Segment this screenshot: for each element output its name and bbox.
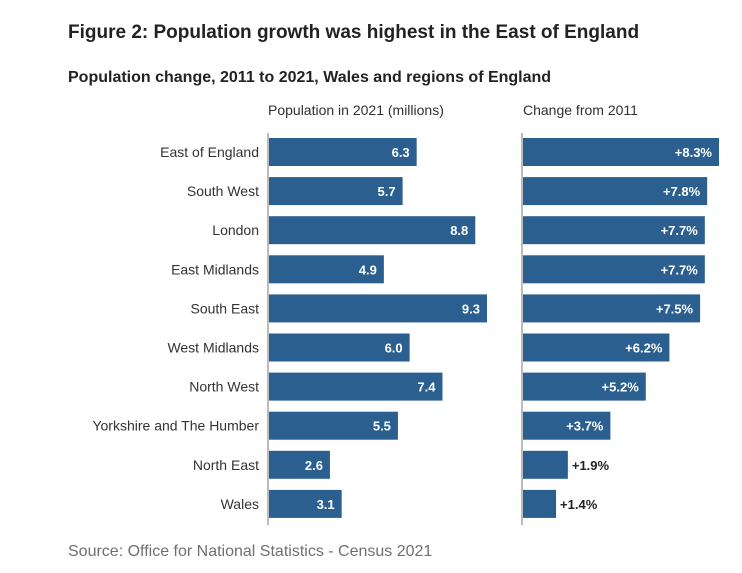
category-label: Yorkshire and The Humber [92,418,259,434]
change-value-label: +3.7% [566,419,604,434]
category-label: South East [191,300,260,316]
population-bar [269,489,342,518]
population-value-label: 3.1 [317,497,335,512]
category-label: North West [189,379,259,395]
population-bar [269,411,398,440]
category-label: Wales [221,496,259,512]
change-bar [523,177,708,206]
change-bar [523,333,670,362]
change-value-label: +7.7% [661,223,699,238]
change-bar [523,489,557,518]
change-bar [523,294,701,323]
population-bar [269,333,410,362]
population-bar [269,450,330,479]
change-value-label: +5.2% [602,380,640,395]
population-bar [269,255,384,284]
population-value-label: 6.3 [392,145,410,160]
population-value-label: 4.9 [359,262,377,277]
population-bar [269,294,487,323]
change-value-label: +7.5% [656,301,694,316]
population-bar [269,372,443,401]
figure-title: Figure 2: Population growth was highest … [68,22,640,43]
category-label: West Midlands [167,340,259,356]
population-value-label: 6.0 [385,341,403,356]
change-value-label: +7.7% [661,262,699,277]
change-bar [523,372,646,401]
population-value-label: 2.6 [305,458,323,473]
category-label: East Midlands [171,261,259,277]
change-bar [523,138,719,166]
change-value-label: +6.2% [625,341,663,356]
change-value-label: +8.3% [675,145,713,160]
population-value-label: 5.7 [378,184,396,199]
change-bar [523,450,568,479]
population-value-label: 5.5 [373,419,391,434]
population-value-label: 7.4 [417,380,436,395]
change-bar [523,411,611,440]
change-value-label: +1.4% [560,497,598,512]
category-label: London [212,222,259,238]
category-label: South West [187,183,259,199]
change-bar [523,255,705,284]
category-label: North East [193,457,259,473]
population-bar [269,138,417,166]
population-panel-title: Population in 2021 (millions) [268,102,444,118]
population-bar [269,216,476,245]
change-bar [523,216,705,245]
change-panel-title: Change from 2011 [523,102,638,118]
change-value-label: +7.8% [663,184,701,199]
population-bar [269,177,403,206]
population-value-label: 8.8 [450,223,468,238]
category-label: East of England [160,144,259,160]
population-value-label: 9.3 [462,301,480,316]
change-value-label: +1.9% [572,458,610,473]
source-note: Source: Office for National Statistics -… [68,543,433,560]
chart-subtitle: Population change, 2011 to 2021, Wales a… [68,69,552,86]
